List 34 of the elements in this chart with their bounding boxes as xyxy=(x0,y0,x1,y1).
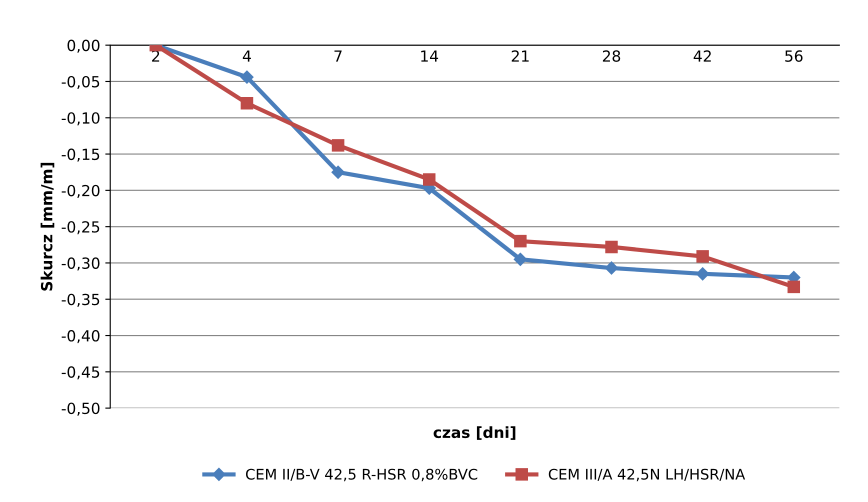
y-tick-label: -0,35 xyxy=(62,294,100,307)
x-axis-title: czas [dni] xyxy=(434,426,516,440)
x-tick-label: 56 xyxy=(785,50,803,62)
point xyxy=(422,173,436,186)
y-tick-label: -0,20 xyxy=(62,184,100,198)
x-tick-label: 42 xyxy=(694,50,711,62)
point xyxy=(514,252,527,266)
point xyxy=(788,280,800,294)
point xyxy=(240,70,254,84)
y-tick-label: -0,15 xyxy=(62,148,100,162)
y-tick-label: -0,10 xyxy=(62,112,100,126)
y-tick-label: -0,30 xyxy=(62,257,100,271)
y-tick-label: -0,25 xyxy=(62,221,100,234)
point xyxy=(240,97,254,110)
x-tick-label: 14 xyxy=(421,50,438,62)
point xyxy=(332,166,345,179)
point xyxy=(514,234,527,248)
point xyxy=(696,267,710,280)
y-tick-label: 0,00 xyxy=(68,40,100,53)
y-tick-label: -0,50 xyxy=(62,402,100,416)
y-tick-label: -0,45 xyxy=(62,366,100,380)
x-tick-label: 7 xyxy=(334,50,342,62)
point xyxy=(332,139,344,152)
y-axis-title: Skurcz [mm/m] xyxy=(40,162,54,291)
point xyxy=(696,250,709,263)
legend-label: CEM II/B-V 42,5 R-HSR 0,8%BVC xyxy=(246,468,478,482)
point xyxy=(604,261,618,275)
x-tick-label: 28 xyxy=(602,50,620,62)
legend-label: CEM III/A 42,5N LH/HSR/NA xyxy=(548,468,746,482)
y-tick-label: -0,40 xyxy=(62,330,100,344)
x-tick-label: 4 xyxy=(242,50,251,62)
y-tick-label: -0,05 xyxy=(62,76,100,90)
x-tick-label: 21 xyxy=(512,50,529,62)
point xyxy=(605,240,618,254)
